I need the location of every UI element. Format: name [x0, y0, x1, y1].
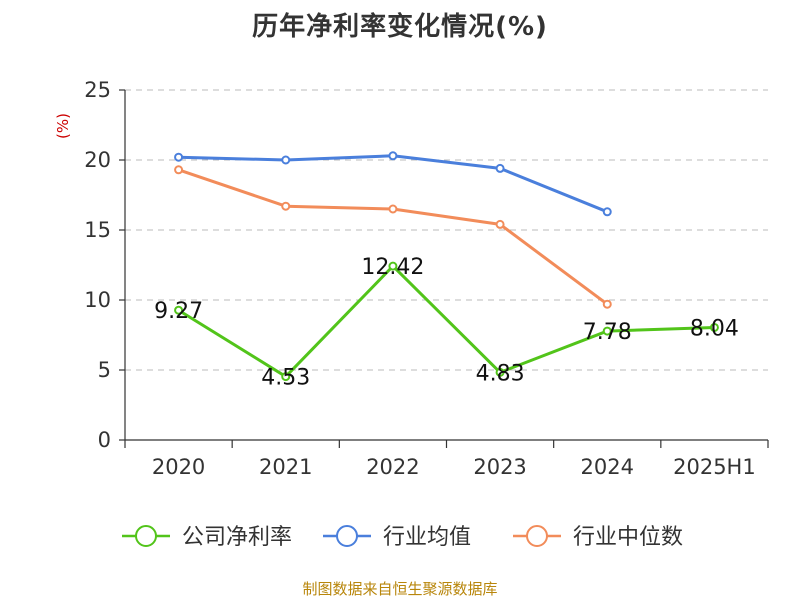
data-point — [174, 305, 184, 315]
x-tick-label: 2022 — [366, 455, 419, 479]
source-note: 制图数据来自恒生聚源数据库 — [302, 580, 498, 598]
data-label: 7.78 — [583, 320, 632, 345]
data-label: 12.42 — [361, 255, 424, 280]
data-point — [174, 152, 184, 162]
chart-title: 历年净利率变化情况(%) — [252, 12, 548, 42]
series-line — [177, 264, 715, 379]
data-label: 9.27 — [154, 299, 203, 324]
data-point — [388, 261, 398, 271]
data-point — [388, 204, 398, 214]
x-tick-label: 2025H1 — [673, 455, 756, 479]
data-point — [495, 367, 505, 377]
x-tick-label: 2024 — [581, 455, 634, 479]
data-point — [709, 322, 719, 332]
data-point — [174, 165, 184, 175]
data-point — [495, 163, 505, 173]
data-label: 4.53 — [261, 366, 310, 391]
y-tick-label: 5 — [98, 358, 111, 382]
data-point — [281, 201, 291, 211]
data-point — [495, 219, 505, 229]
x-tick-label: 2021 — [259, 455, 312, 479]
y-tick-label: 10 — [84, 288, 111, 312]
y-tick-label: 20 — [84, 148, 111, 172]
legend-label: 行业均值 — [383, 525, 471, 550]
data-point — [281, 155, 291, 165]
series-line — [178, 154, 608, 214]
y-axis-label: (%) — [54, 113, 72, 139]
legend-label: 公司净利率 — [182, 525, 292, 550]
legend-marker — [336, 525, 358, 547]
legend-marker — [526, 525, 548, 547]
data-label: 8.04 — [690, 316, 739, 341]
y-tick-label: 25 — [84, 78, 111, 102]
data-point — [281, 372, 291, 382]
y-tick-label: 0 — [98, 428, 111, 452]
data-point — [602, 207, 612, 217]
x-tick-label: 2023 — [473, 455, 526, 479]
data-label: 4.83 — [476, 361, 525, 386]
data-point — [602, 326, 612, 336]
data-point — [602, 299, 612, 309]
legend-marker — [135, 525, 157, 547]
x-tick-label: 2020 — [152, 455, 205, 479]
data-point — [388, 151, 398, 161]
series-line — [178, 168, 609, 306]
y-tick-label: 15 — [84, 218, 111, 242]
legend-label: 行业中位数 — [573, 525, 683, 550]
